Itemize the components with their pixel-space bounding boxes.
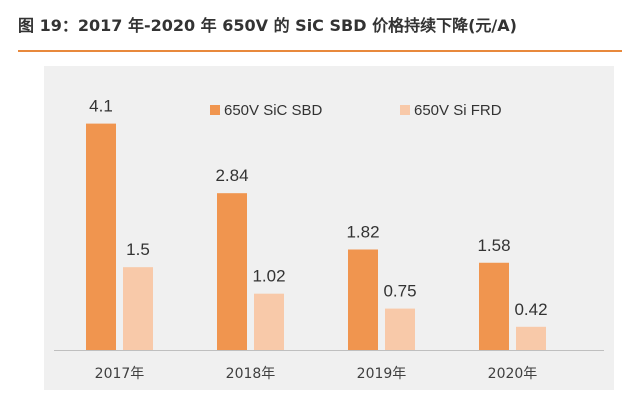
data-label-si-frd-1: 1.02 [252, 267, 285, 286]
figure-title: 图 19：2017 年-2020 年 650V 的 SiC SBD 价格持续下降… [18, 16, 517, 35]
data-label-si-frd-0: 1.5 [126, 240, 150, 259]
data-label-sic-sbd-2: 1.82 [346, 223, 379, 242]
legend-label-si-frd: 650V Si FRD [414, 102, 502, 119]
bar-sic-sbd-3 [479, 262, 509, 350]
x-tick-label-3: 2020年 [488, 366, 538, 382]
x-tick-label-1: 2018年 [226, 366, 276, 382]
legend-swatch-sic-sbd [210, 105, 220, 115]
data-label-sic-sbd-0: 4.1 [89, 97, 113, 116]
x-tick-label-2: 2019年 [357, 366, 407, 382]
bar-si-frd-0 [123, 267, 153, 350]
title-divider [18, 50, 622, 52]
data-label-si-frd-3: 0.42 [514, 300, 547, 319]
bar-si-frd-1 [254, 293, 284, 350]
legend-label-sic-sbd: 650V SiC SBD [224, 102, 323, 119]
data-label-sic-sbd-3: 1.58 [477, 236, 510, 255]
bar-si-frd-2 [385, 308, 415, 350]
bar-sic-sbd-0 [86, 123, 116, 350]
data-label-si-frd-2: 0.75 [383, 282, 416, 301]
data-label-sic-sbd-1: 2.84 [215, 166, 248, 185]
legend-swatch-si-frd [400, 105, 410, 115]
bar-si-frd-3 [516, 326, 546, 350]
bar-sic-sbd-2 [348, 249, 378, 350]
x-tick-label-0: 2017年 [95, 366, 145, 382]
bar-sic-sbd-1 [217, 193, 247, 350]
